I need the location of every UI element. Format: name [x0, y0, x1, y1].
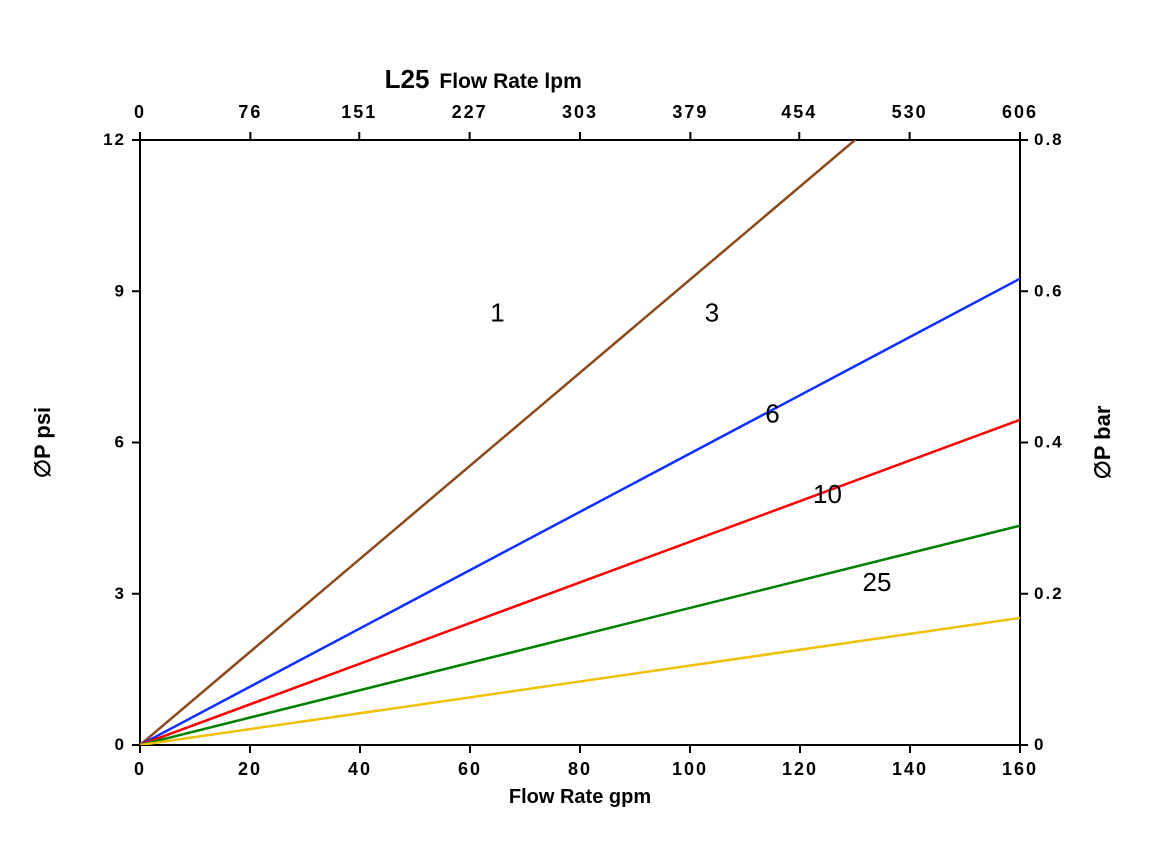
svg-text:40: 40: [348, 759, 372, 779]
svg-text:0: 0: [134, 102, 146, 122]
svg-text:151: 151: [341, 102, 377, 122]
svg-text:20: 20: [238, 759, 262, 779]
svg-text:454: 454: [781, 102, 817, 122]
svg-text:0: 0: [115, 735, 126, 754]
svg-text:530: 530: [892, 102, 928, 122]
pressure-drop-chart: 020406080100120140160Flow Rate gpm076151…: [0, 0, 1170, 866]
svg-text:3: 3: [115, 584, 126, 603]
svg-text:∅P psi: ∅P psi: [30, 407, 55, 478]
chart-svg: 020406080100120140160Flow Rate gpm076151…: [0, 0, 1170, 866]
svg-text:0.8: 0.8: [1034, 130, 1064, 149]
svg-text:60: 60: [458, 759, 482, 779]
svg-text:Flow Rate gpm: Flow Rate gpm: [509, 786, 651, 808]
svg-text:303: 303: [562, 102, 598, 122]
svg-text:379: 379: [672, 102, 708, 122]
svg-text:25: 25: [863, 567, 892, 597]
svg-text:606: 606: [1002, 102, 1038, 122]
svg-text:0.2: 0.2: [1034, 584, 1064, 603]
svg-text:0.6: 0.6: [1034, 281, 1064, 300]
svg-text:0: 0: [1034, 735, 1045, 754]
svg-text:227: 227: [452, 102, 488, 122]
svg-text:12: 12: [103, 130, 126, 149]
svg-text:∅P bar: ∅P bar: [1090, 405, 1115, 479]
svg-text:1: 1: [490, 298, 504, 328]
svg-text:140: 140: [892, 759, 928, 779]
svg-text:9: 9: [115, 281, 126, 300]
svg-text:6: 6: [115, 433, 126, 452]
svg-text:0.4: 0.4: [1034, 433, 1064, 452]
svg-text:76: 76: [238, 102, 262, 122]
svg-text:10: 10: [813, 479, 842, 509]
svg-text:80: 80: [568, 759, 592, 779]
svg-text:3: 3: [705, 298, 719, 328]
svg-text:120: 120: [782, 759, 818, 779]
svg-text:0: 0: [134, 759, 146, 779]
svg-text:100: 100: [672, 759, 708, 779]
svg-text:6: 6: [765, 398, 779, 428]
svg-text:160: 160: [1002, 759, 1038, 779]
